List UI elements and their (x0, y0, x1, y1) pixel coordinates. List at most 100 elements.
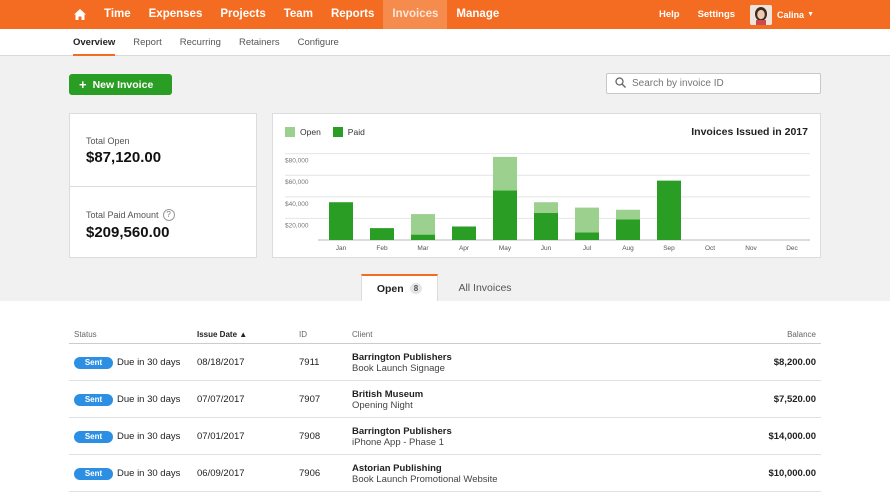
col-client[interactable]: Client (352, 330, 373, 339)
help-icon[interactable]: ? (162, 209, 175, 221)
x-tick-label: Feb (376, 245, 388, 252)
table-row[interactable]: Sent Due in 30 days 08/18/2017 7911 Barr… (69, 344, 821, 381)
subnav-recurring[interactable]: Recurring (179, 36, 221, 48)
search-icon (615, 75, 626, 93)
invoice-id: 7906 (299, 468, 321, 479)
total-paid-label: Total Paid Amount (86, 210, 159, 220)
total-open-block: Total Open $87,120.00 (70, 114, 256, 186)
chart-title: Invoices Issued in 2017 (691, 126, 808, 138)
avatar (750, 4, 773, 25)
client-name: British Museum (352, 389, 424, 400)
bar-paid (575, 232, 599, 240)
bar-paid (657, 180, 681, 240)
col-id[interactable]: ID (299, 330, 307, 339)
due-text: Due in 30 days (117, 357, 181, 368)
nav-expenses[interactable]: Expenses (148, 8, 203, 20)
bar-paid (493, 190, 517, 240)
col-status[interactable]: Status (74, 330, 97, 339)
x-tick-label: Jun (541, 245, 552, 252)
chart-legend: Open Paid (285, 127, 377, 137)
client-name: Barrington Publishers (352, 426, 452, 437)
x-tick-label: May (499, 245, 512, 252)
status-badge: Sent (74, 394, 113, 406)
y-tick-label: $20,000 (285, 222, 309, 229)
balance: $8,200.00 (773, 357, 816, 368)
legend-label-open: Open (300, 127, 321, 137)
project-name: Book Launch Signage (352, 363, 445, 374)
tab-all-invoices[interactable]: All Invoices (458, 281, 512, 294)
tab-open[interactable]: Open 8 (361, 274, 438, 301)
subnav-configure[interactable]: Configure (297, 36, 339, 48)
user-name: Calina (777, 9, 805, 20)
bar-paid (616, 219, 640, 240)
subnav-retainers[interactable]: Retainers (238, 36, 280, 48)
new-invoice-button[interactable]: + New Invoice (69, 74, 172, 95)
chevron-down-icon: ▼ (807, 11, 814, 18)
nav-invoices[interactable]: Invoices (383, 0, 448, 29)
home-icon[interactable] (65, 0, 95, 29)
invoices-chart: $80,000 $60,000 $40,000 $20,000 Jan Feb Mar Apr… (285, 153, 810, 252)
x-tick-label: Aug (622, 245, 634, 252)
new-invoice-label: New Invoice (92, 78, 154, 91)
bar-open (493, 156, 517, 191)
nav-help[interactable]: Help (658, 9, 680, 20)
search-input[interactable] (632, 78, 812, 89)
bar-open (575, 207, 599, 233)
table-row[interactable]: Sent Due in 30 days 07/01/2017 7908 Barr… (69, 418, 821, 455)
plus-icon: + (79, 77, 87, 92)
bar-paid (370, 228, 394, 240)
x-tick-label: Jan (336, 245, 347, 252)
status-badge: Sent (74, 357, 113, 369)
nav-projects[interactable]: Projects (220, 8, 266, 20)
total-paid-value: $209,560.00 (86, 224, 170, 241)
sub-nav: Overview Report Recurring Retainers Conf… (0, 29, 890, 56)
balance: $7,520.00 (773, 394, 816, 405)
tab-open-label: Open (376, 282, 404, 295)
bar-open (534, 202, 558, 214)
status-badge: Sent (74, 431, 113, 443)
nav-settings[interactable]: Settings (697, 9, 736, 20)
client-name: Astorian Publishing (352, 463, 442, 474)
invoice-id: 7907 (299, 394, 321, 405)
issue-date: 07/01/2017 (197, 431, 245, 442)
bar-paid (534, 213, 558, 240)
project-name: Opening Night (352, 400, 413, 411)
subnav-overview[interactable]: Overview (73, 29, 116, 56)
subnav-report[interactable]: Report (133, 36, 162, 48)
client-name: Barrington Publishers (352, 352, 452, 363)
table-row[interactable]: Sent Due in 30 days 07/07/2017 7907 Brit… (69, 381, 821, 418)
legend-label-paid: Paid (347, 127, 365, 137)
issue-date: 06/09/2017 (197, 468, 245, 479)
nav-team[interactable]: Team (283, 8, 313, 20)
user-menu[interactable]: Calina ▼ (744, 4, 814, 25)
due-text: Due in 30 days (117, 394, 181, 405)
col-balance[interactable]: Balance (787, 330, 816, 339)
project-name: iPhone App - Phase 1 (352, 437, 444, 448)
x-tick-label: Dec (786, 245, 798, 252)
invoice-id: 7911 (299, 357, 320, 368)
y-tick-label: $60,000 (285, 179, 309, 186)
x-tick-label: Sep (663, 245, 675, 252)
table-row[interactable]: Sent Due in 30 days 06/09/2017 7906 Asto… (69, 455, 821, 492)
col-issue-date[interactable]: Issue Date ▲ (197, 330, 248, 339)
total-paid-block: Total Paid Amount ? $209,560.00 (70, 186, 256, 258)
project-name: Book Launch Promotional Website (352, 474, 498, 485)
due-text: Due in 30 days (117, 431, 181, 442)
invoices-chart-card: $80,000 $60,000 $40,000 $20,000 Jan Feb Mar Apr… (272, 113, 821, 258)
nav-time[interactable]: Time (104, 8, 131, 20)
total-open-label: Total Open (86, 136, 130, 146)
legend-item-open: Open (285, 127, 321, 137)
y-tick-label: $40,000 (285, 201, 309, 208)
nav-manage[interactable]: Manage (456, 8, 500, 20)
y-tick-label: $80,000 (285, 158, 309, 165)
legend-swatch-paid (332, 127, 343, 137)
status-badge: Sent (74, 468, 113, 480)
table-header: Status Issue Date ▲ ID Client Balance (69, 327, 821, 344)
search-box[interactable] (606, 73, 821, 94)
invoice-id: 7908 (299, 431, 321, 442)
bar-paid (411, 234, 435, 240)
balance: $10,000.00 (768, 468, 816, 479)
nav-reports[interactable]: Reports (330, 8, 375, 20)
bar-open (411, 214, 435, 235)
bar-paid (452, 226, 476, 240)
